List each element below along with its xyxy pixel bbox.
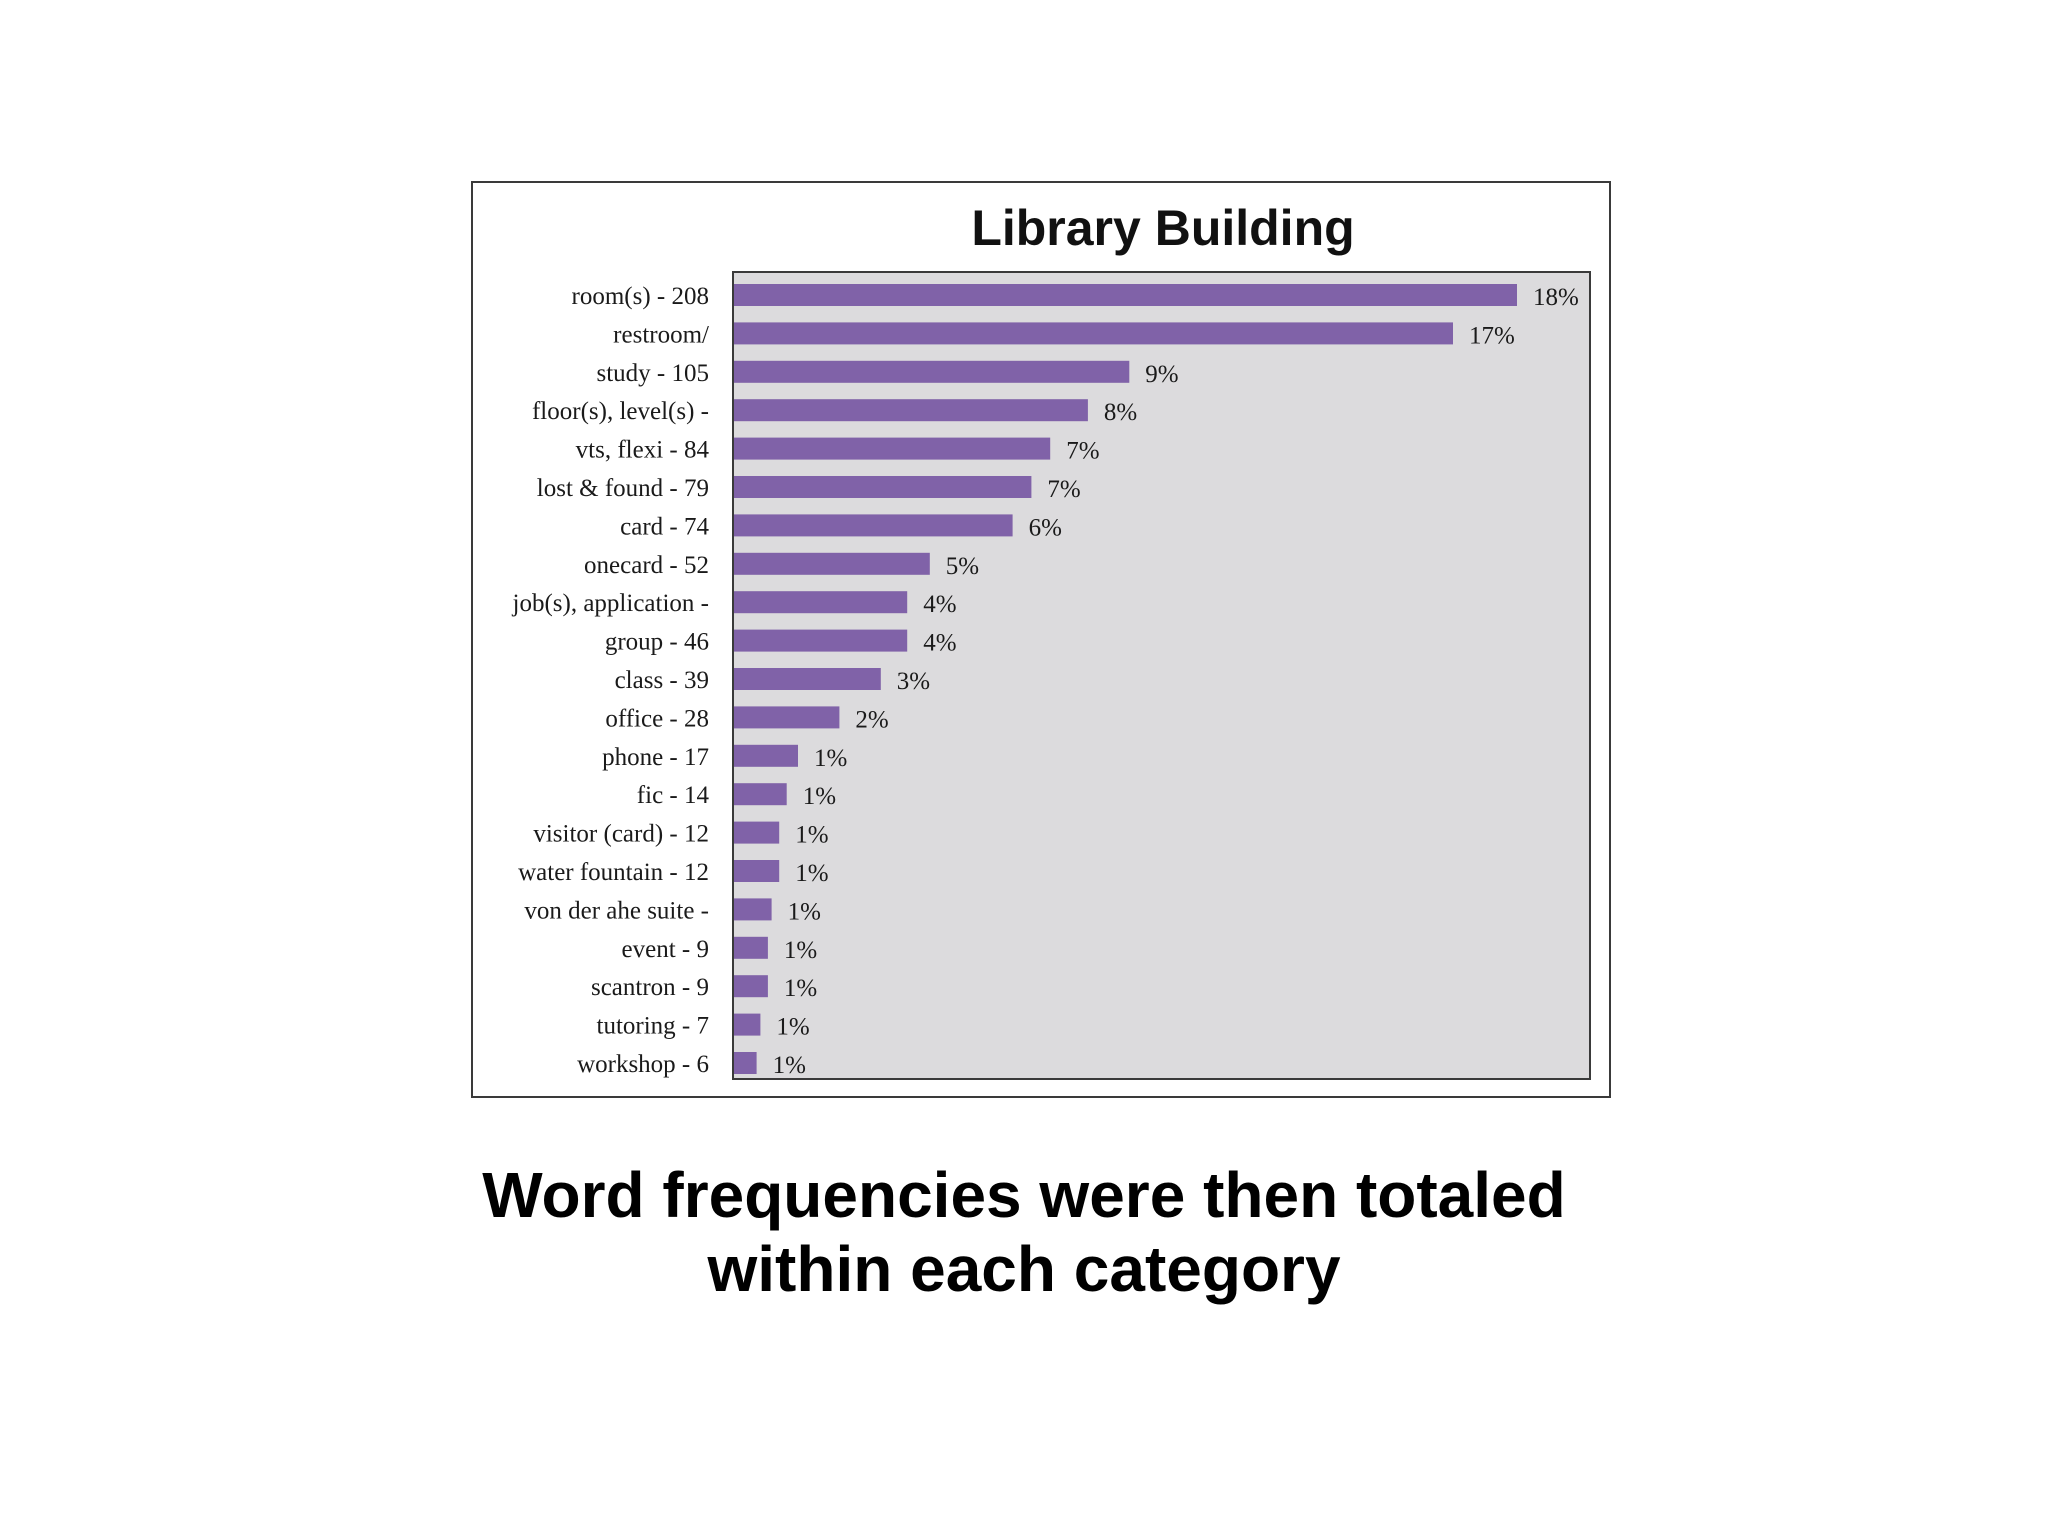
data-label: 1% — [795, 860, 828, 887]
data-label: 6% — [1029, 514, 1062, 541]
bar — [734, 437, 1051, 460]
category-label: phone - 17 — [602, 744, 709, 771]
data-label: 5% — [946, 553, 979, 580]
data-label: 7% — [1066, 438, 1099, 465]
slide-caption: Word frequencies were then totaled withi… — [0, 1158, 2048, 1306]
bar — [734, 399, 1088, 422]
bar — [734, 783, 787, 806]
category-label: floor(s), level(s) - — [532, 398, 709, 425]
bar — [734, 668, 881, 690]
category-label: event - 9 — [622, 936, 709, 963]
bar — [734, 860, 780, 882]
data-label: 1% — [814, 745, 847, 772]
data-label: 18% — [1533, 284, 1579, 311]
data-label: 1% — [784, 937, 817, 964]
data-label: 4% — [923, 591, 956, 618]
data-label: 9% — [1145, 361, 1178, 388]
data-label: 1% — [803, 783, 836, 810]
bar — [734, 936, 768, 959]
data-label: 1% — [776, 1014, 809, 1041]
data-label: 1% — [784, 975, 817, 1002]
bar — [734, 284, 1517, 306]
category-label: tutoring - 7 — [597, 1013, 710, 1040]
bar — [734, 821, 780, 844]
category-label: office - 28 — [605, 705, 709, 732]
category-label: vts, flexi - 84 — [576, 437, 710, 464]
data-label: 1% — [773, 1052, 806, 1079]
bar — [734, 476, 1032, 498]
bar — [734, 552, 930, 575]
category-label: water fountain - 12 — [518, 859, 709, 886]
bar — [734, 591, 908, 614]
category-label: von der ahe suite - — [524, 897, 709, 924]
chart-title: Library Building — [971, 200, 1354, 256]
bar — [734, 1052, 757, 1074]
bar — [734, 975, 768, 998]
bar — [734, 898, 772, 921]
caption-line-2: within each category — [707, 1233, 1341, 1305]
bar-chart: Library Building room(s) - 208 restroom/s… — [512, 200, 1591, 1080]
data-label: 4% — [923, 630, 956, 657]
data-labels-group: 18%17%9%8%7%7%6%5%4%4%3%2%1%1%1%1%1%1%1%… — [773, 284, 1579, 1079]
data-label: 1% — [795, 822, 828, 849]
bar — [734, 360, 1130, 383]
bar — [734, 629, 908, 652]
bars-group — [734, 284, 1517, 1074]
category-label: onecard - 52 — [584, 552, 709, 579]
data-label: 8% — [1104, 399, 1137, 426]
caption-line-1: Word frequencies were then totaled — [482, 1159, 1566, 1231]
data-label: 2% — [855, 706, 888, 733]
category-label: room(s) - 208 — [572, 283, 709, 310]
bar — [734, 514, 1013, 537]
category-label: restroom/ — [613, 321, 709, 348]
category-label: visitor (card) - 12 — [533, 821, 709, 848]
bar — [734, 706, 840, 729]
data-label: 7% — [1047, 476, 1080, 503]
category-label: study - 105 — [597, 360, 710, 387]
category-label: scantron - 9 — [591, 974, 709, 1001]
category-label: job(s), application - — [512, 590, 709, 617]
category-labels-group: room(s) - 208 restroom/study - 105 floor(s… — [512, 283, 710, 1078]
category-label: group - 46 — [605, 629, 709, 656]
category-label: fic - 14 — [637, 782, 710, 809]
bar — [734, 322, 1453, 345]
chart-figure: Library Building room(s) - 208 restroom/s… — [471, 181, 1611, 1098]
data-label: 1% — [788, 898, 821, 925]
category-label: lost & found - 79 — [537, 475, 709, 502]
bar — [734, 1013, 761, 1036]
bar — [734, 744, 798, 767]
category-label: workshop - 6 — [577, 1051, 709, 1078]
category-label: class - 39 — [615, 667, 709, 694]
data-label: 17% — [1469, 322, 1515, 349]
data-label: 3% — [897, 668, 930, 695]
category-label: card - 74 — [620, 513, 709, 540]
